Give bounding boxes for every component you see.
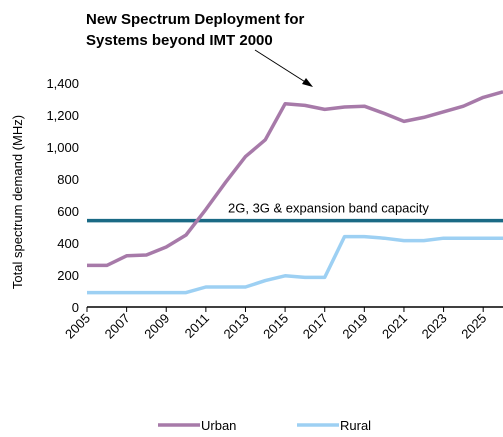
y-tick-label: 1,000 (46, 140, 79, 155)
x-tick-label: 2025 (458, 311, 489, 342)
legend-label-rural: Rural (340, 418, 371, 433)
y-tick-label: 0 (72, 300, 79, 315)
x-tick-label: 2023 (419, 311, 450, 342)
x-tick-label: 2009 (141, 311, 172, 342)
x-tick-label: 2021 (379, 311, 410, 342)
y-tick-label: 200 (57, 268, 79, 283)
x-tick-label: 2019 (339, 311, 370, 342)
x-tick-label: 2015 (260, 311, 291, 342)
y-tick-label: 800 (57, 172, 79, 187)
legend-label-urban: Urban (201, 418, 236, 433)
y-axis-title: Total spectrum demand (MHz) (10, 115, 25, 289)
x-tick-labels: 2005 2007 2009 2011 2013 2015 2017 2019 2021 2023… (62, 307, 489, 342)
x-tick-label: 2017 (300, 311, 331, 342)
y-tick-labels: 0 200 400 600 800 1,000 1,200 1,400 (46, 76, 79, 315)
x-tick-label: 2013 (221, 311, 252, 342)
annotation-arrow (254, 49, 313, 87)
x-tick-label: 2007 (102, 311, 133, 342)
y-tick-label: 1,200 (46, 108, 79, 123)
x-tick-label: 2005 (62, 311, 93, 342)
series-lines (87, 90, 503, 295)
series-line-rural (87, 234, 503, 295)
y-tick-label: 600 (57, 204, 79, 219)
y-tick-label: 1,400 (46, 76, 79, 91)
capacity-reference-label: 2G, 3G & expansion band capacity (228, 201, 429, 216)
x-tick-label: 2011 (182, 311, 212, 341)
series-line-urban (87, 90, 503, 268)
y-tick-label: 400 (57, 236, 79, 251)
annotation-title-line-2: Systems beyond IMT 2000 (86, 32, 273, 49)
legend: Urban Rural (158, 418, 371, 433)
annotation-title-line-1: New Spectrum Deployment for (86, 11, 305, 28)
